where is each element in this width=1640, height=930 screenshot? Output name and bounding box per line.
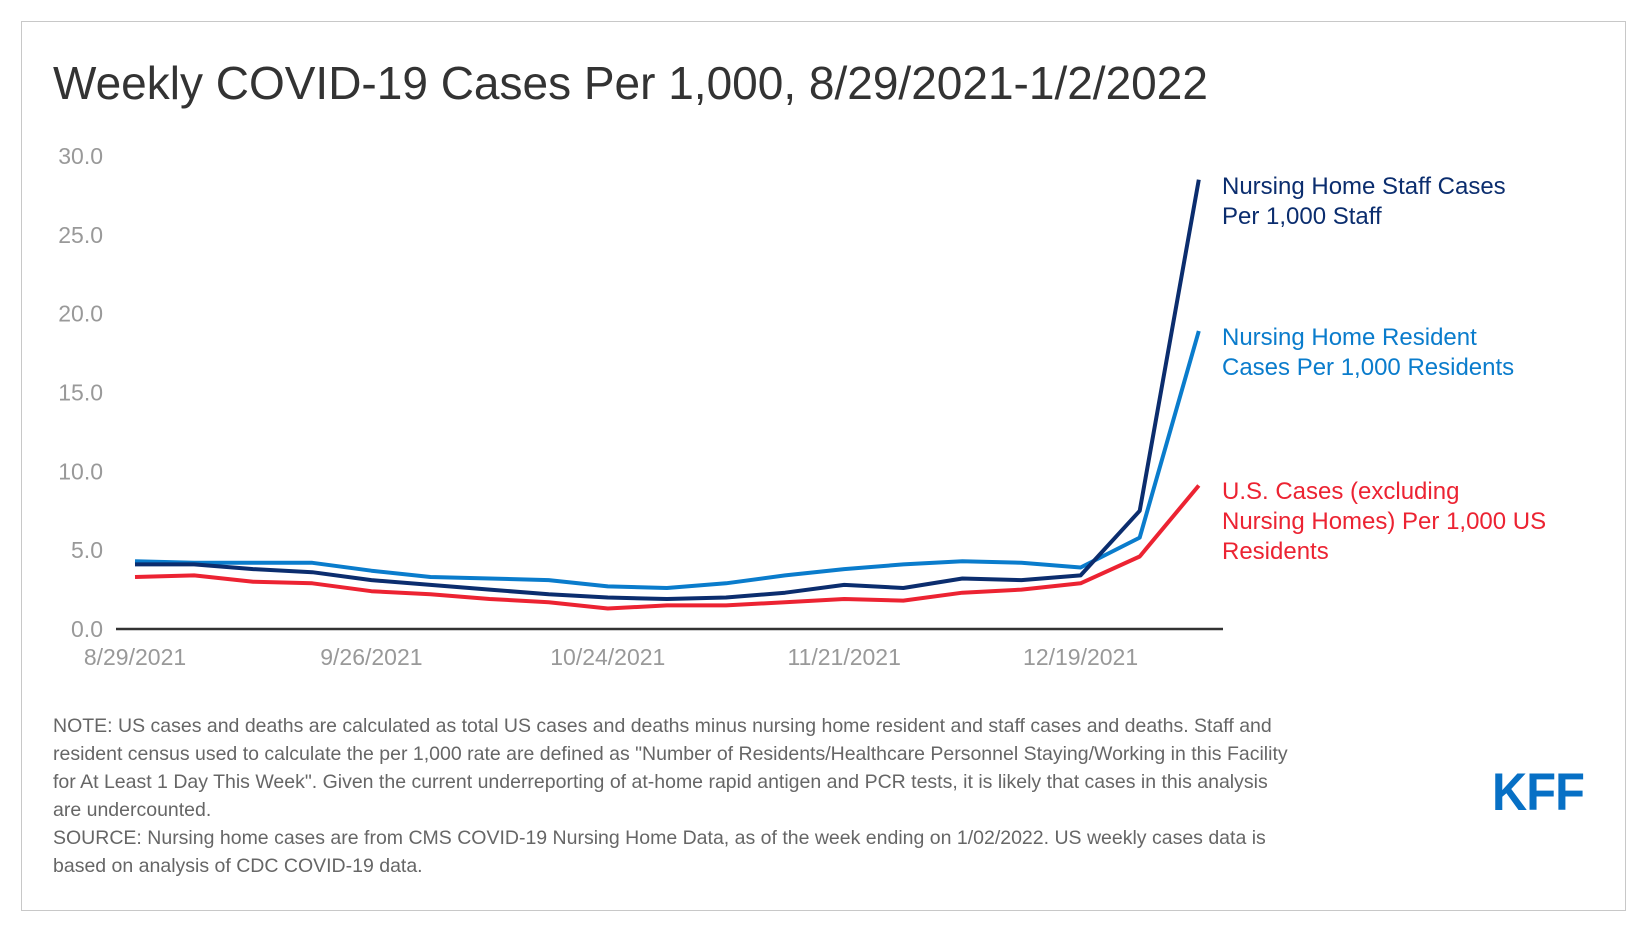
kff-logo: KFF	[1492, 763, 1585, 822]
note-line: for At Least 1 Day This Week". Given the…	[53, 771, 1268, 793]
note-line: SOURCE: Nursing home cases are from CMS …	[53, 827, 1266, 849]
series-label: Nursing Home Resident Cases Per 1,000 Res…	[1222, 323, 1514, 383]
series-label-line: Cases Per 1,000 Residents	[1222, 354, 1515, 381]
series-label: U.S. Cases (excluding Nursing Homes) Per …	[1222, 477, 1546, 567]
y-tick-label: 0.0	[71, 616, 103, 642]
chart-frame	[21, 21, 1626, 911]
series-label-line: Nursing Homes) Per 1,000 US	[1222, 508, 1547, 535]
x-tick-label: 12/19/2021	[1023, 644, 1138, 670]
series-line-0	[135, 179, 1201, 601]
y-tick-label: 20.0	[58, 301, 103, 327]
note-line: resident census used to calculate the pe…	[53, 743, 1288, 765]
notes: NOTE: US cases and deaths are calculated…	[53, 712, 1288, 880]
note-line: based on analysis of CDC COVID-19 data.	[53, 855, 423, 877]
chart-title: Weekly COVID-19 Cases Per 1,000, 8/29/20…	[53, 57, 1208, 109]
source-text: SOURCE: Nursing home cases are from CMS …	[53, 824, 1288, 880]
y-tick-label: 25.0	[58, 222, 103, 248]
series-label-line: U.S. Cases (excluding	[1222, 478, 1460, 505]
y-tick-label: 15.0	[58, 380, 103, 406]
y-tick-label: 10.0	[58, 458, 103, 484]
x-tick-label: 8/29/2021	[84, 644, 186, 670]
x-tick-label: 11/21/2021	[787, 644, 900, 670]
y-tick-label: 5.0	[71, 537, 103, 563]
series-label: Nursing Home Staff Cases Per 1,000 Staff	[1222, 172, 1506, 232]
series-label-line: Per 1,000 Staff	[1222, 203, 1382, 230]
series-label-line: Nursing Home Resident	[1222, 324, 1477, 351]
x-tick-label: 9/26/2021	[320, 644, 422, 670]
series-line-2	[134, 484, 1201, 611]
note-line: are undercounted.	[53, 799, 212, 821]
series-line-1	[134, 330, 1201, 590]
y-tick-label: 30.0	[58, 143, 103, 169]
note-text: NOTE: US cases and deaths are calculated…	[53, 712, 1288, 824]
x-tick-label: 10/24/2021	[550, 644, 665, 670]
note-line: NOTE: US cases and deaths are calculated…	[53, 715, 1272, 737]
series-label-line: Nursing Home Staff Cases	[1222, 173, 1506, 200]
series-label-line: Residents	[1222, 538, 1329, 565]
